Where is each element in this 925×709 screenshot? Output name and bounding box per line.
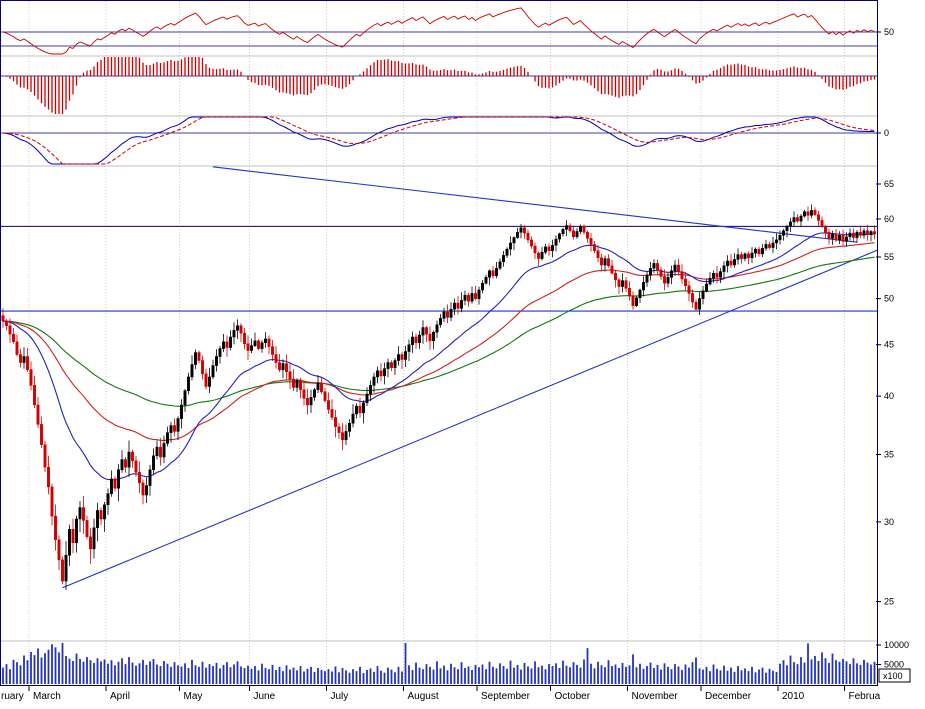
x-axis-month-label: ruary bbox=[1, 691, 24, 702]
x-axis-month-label: 2010 bbox=[782, 691, 805, 702]
macd-lines bbox=[2, 116, 875, 165]
y-axis-label: 0 bbox=[884, 128, 889, 138]
chart-borders bbox=[0, 0, 878, 686]
y-axis-label: 10000 bbox=[884, 640, 909, 650]
y-axis-label: 65 bbox=[884, 179, 894, 189]
moving-averages bbox=[2, 232, 875, 481]
x-axis-month-label: December bbox=[705, 691, 752, 702]
x-axis-month-label: June bbox=[254, 691, 276, 702]
right-axis-labels: 50 0 65 60 55 50 45 40 35 30 25 10000 5000 bbox=[876, 27, 909, 670]
y-axis-label: 40 bbox=[884, 391, 894, 401]
month-gridlines bbox=[28, 1, 845, 686]
y-axis-label: 30 bbox=[884, 517, 894, 527]
x-axis-month-label: November bbox=[632, 691, 679, 702]
x-axis-month-label: March bbox=[33, 691, 61, 702]
x-axis-month-label: July bbox=[331, 691, 349, 702]
x-axis-month-label: August bbox=[408, 691, 439, 702]
candlesticks bbox=[1, 204, 876, 591]
x-axis-labels: ruary March April May June July August Septembe… bbox=[1, 686, 881, 702]
volume-unit-badge: x100 bbox=[878, 668, 911, 683]
y-axis-label: 50 bbox=[884, 294, 894, 304]
panel-separators bbox=[0, 55, 878, 642]
x-axis-month-label: Februa bbox=[849, 691, 881, 702]
macd-histogram-bars bbox=[5, 57, 876, 114]
volume-bars bbox=[2, 643, 876, 684]
volume-unit-label: x100 bbox=[883, 671, 903, 681]
x-axis-month-label: October bbox=[555, 691, 591, 702]
y-axis-label: 60 bbox=[884, 214, 894, 224]
y-axis-label: 55 bbox=[884, 252, 894, 262]
rsi-line bbox=[2, 7, 875, 55]
trendlines bbox=[62, 166, 879, 589]
y-axis-label: 5000 bbox=[884, 660, 904, 670]
y-axis-label: 25 bbox=[884, 597, 894, 607]
y-axis-label: 45 bbox=[884, 340, 894, 350]
x-axis-month-label: April bbox=[110, 691, 130, 702]
y-axis-label: 50 bbox=[884, 27, 894, 37]
x-axis-month-label: September bbox=[481, 691, 531, 702]
y-axis-label: 35 bbox=[884, 450, 894, 460]
x-axis-month-label: May bbox=[184, 691, 203, 702]
